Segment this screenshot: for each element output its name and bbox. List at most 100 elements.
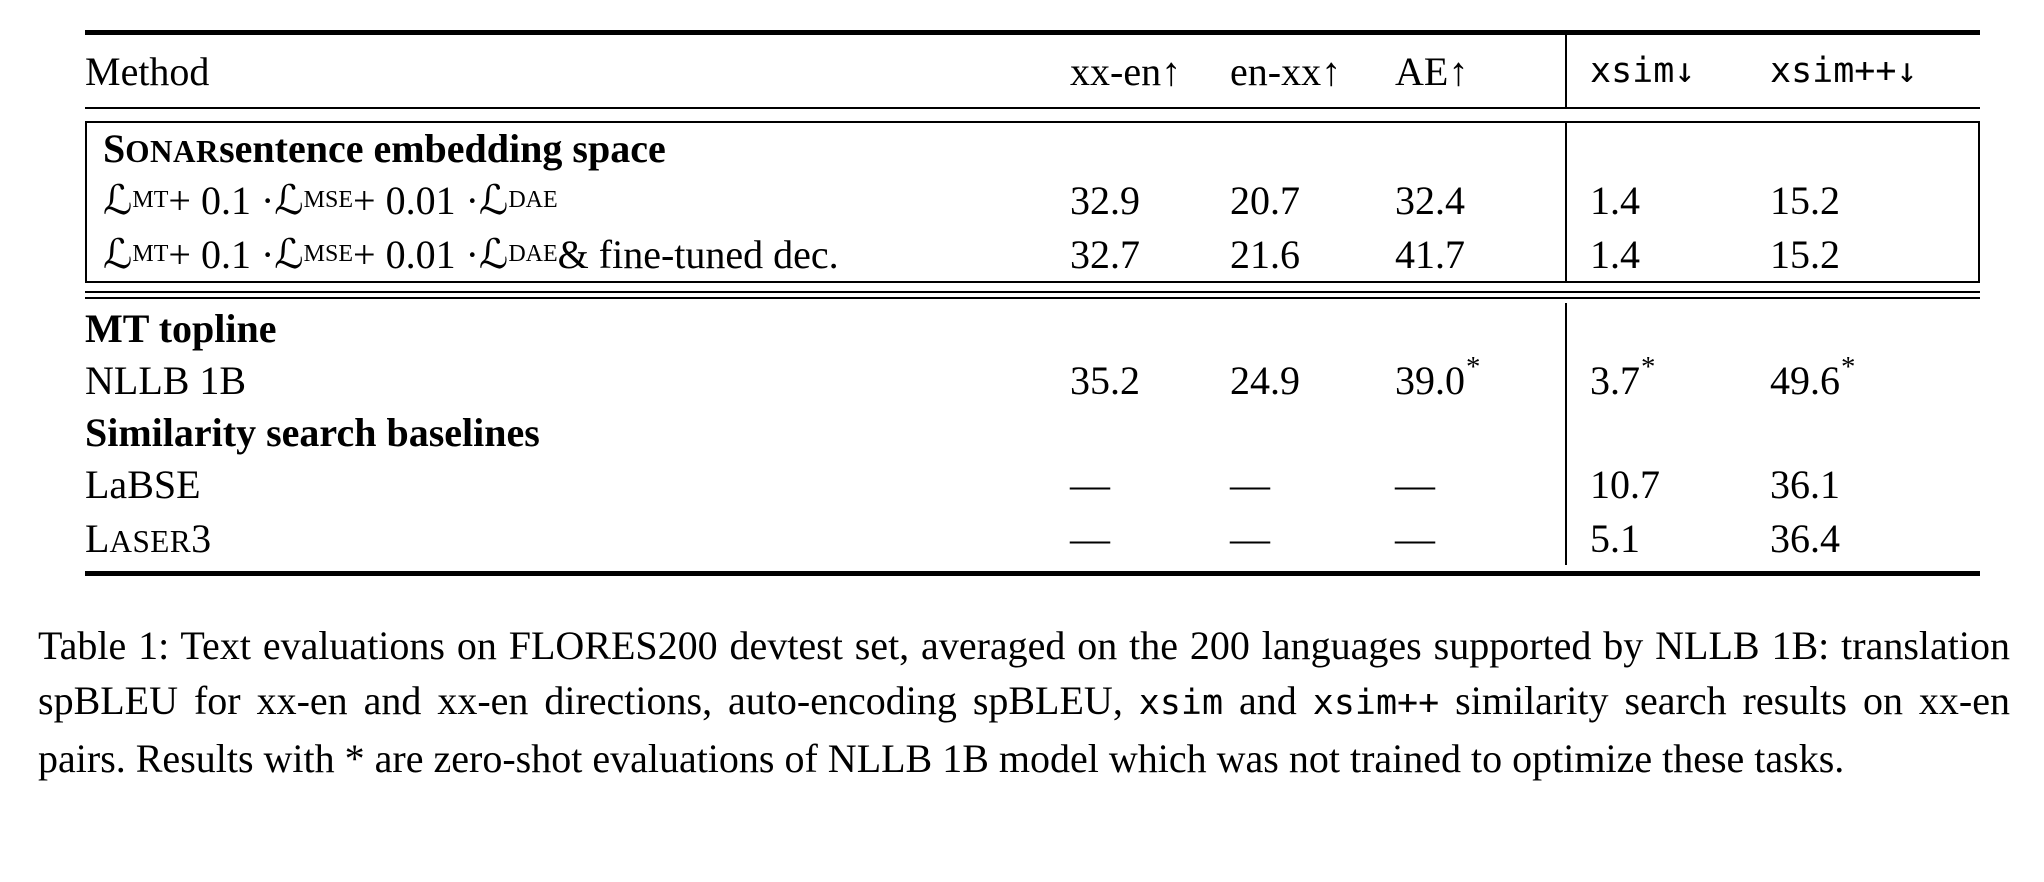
value-cell-xsim bbox=[1565, 407, 1770, 457]
value-number: 39.0 bbox=[1395, 357, 1465, 403]
value-cell-en-xx: 24.9 bbox=[1230, 357, 1300, 403]
method-cell: Similarity search baselines bbox=[85, 407, 1070, 457]
table-row: ℒ MT + 0.1 · ℒ MSE + 0.01 · ℒ DAE 32.9 20.7 32… bbox=[87, 173, 1978, 227]
smallcaps-text: SONAR bbox=[103, 125, 220, 171]
value-cell-ae: 41.7 bbox=[1395, 231, 1465, 277]
value-cell-xsim: 10.7 bbox=[1565, 457, 1770, 511]
value-cell-xsim: 1.4 bbox=[1565, 173, 1770, 227]
value-cell-xx-en: — bbox=[1070, 515, 1110, 561]
value-cell-xx-en: — bbox=[1070, 461, 1110, 507]
column-header-method: Method bbox=[85, 48, 210, 94]
script-l-symbol: ℒ bbox=[478, 230, 509, 278]
table-row: LASER 3 — — — 5.1 36.4 bbox=[85, 511, 1980, 565]
baselines-section: MT topline NLLB 1B 35.2 24.9 39.0 * 3.7 * 49.6 * S… bbox=[85, 303, 1980, 571]
script-l-symbol: ℒ bbox=[274, 230, 304, 278]
value-cell-xx-en: 32.9 bbox=[1070, 177, 1140, 223]
value-cell-xsim bbox=[1565, 303, 1770, 353]
text-segment: Similarity search baselines bbox=[85, 409, 540, 455]
table-row: ℒ MT + 0.1 · ℒ MSE + 0.01 · ℒ DAE & fine-tu… bbox=[87, 227, 1978, 281]
monospace-text: xsim++ bbox=[1312, 683, 1440, 723]
value-cell-xx-en: 35.2 bbox=[1070, 357, 1140, 403]
header-separator-rule bbox=[85, 107, 1980, 109]
value-cell-en-xx: 20.7 bbox=[1230, 177, 1300, 223]
column-header-xsim-pp: xsim++↓ bbox=[1770, 51, 1918, 91]
double-rule bbox=[85, 291, 1980, 299]
value-cell-ae: — bbox=[1395, 515, 1435, 561]
table-caption: Table 1: Text evaluations on FLORES200 d… bbox=[38, 618, 2010, 786]
value-cell-en-xx: — bbox=[1230, 515, 1270, 561]
value-cell-xsim: 1.4 bbox=[1565, 227, 1770, 281]
method-cell: MT topline bbox=[85, 303, 1070, 353]
subscript-text: MSE bbox=[303, 186, 354, 213]
text-segment: + 0.1 · bbox=[168, 177, 275, 223]
text-segment: & fine-tuned dec. bbox=[557, 231, 839, 277]
value-cell-en-xx bbox=[1230, 407, 1395, 457]
value-cell-xsim bbox=[1565, 123, 1770, 173]
value-cell-xsim-pp bbox=[1770, 303, 1980, 353]
column-header-xx-en: xx-en↑ bbox=[1070, 48, 1182, 94]
column-header-en-xx: en-xx↑ bbox=[1230, 48, 1342, 94]
text-segment: + 0.1 · bbox=[168, 231, 275, 277]
text-segment: Table 1: Text evaluations on FLORES200 d… bbox=[38, 623, 2010, 723]
subscript-text: MT bbox=[132, 186, 169, 213]
text-segment: LaBSE bbox=[85, 461, 201, 507]
smallcaps-text: LASER bbox=[85, 515, 192, 561]
method-cell: ℒ MT + 0.1 · ℒ MSE + 0.01 · ℒ DAE bbox=[103, 173, 1070, 227]
value-cell-en-xx bbox=[1230, 123, 1395, 173]
script-l-symbol: ℒ bbox=[274, 176, 304, 224]
results-table: Method xx-en↑ en-xx↑ AE↑ xsim↓ xsim++↓ SONAR … bbox=[85, 30, 1980, 576]
table-row: NLLB 1B 35.2 24.9 39.0 * 3.7 * 49.6 * bbox=[85, 350, 1980, 407]
text-segment: NLLB 1B bbox=[85, 357, 247, 403]
value-cell-ae bbox=[1395, 407, 1565, 457]
monospace-text: xsim bbox=[1138, 683, 1224, 723]
value-cell-ae bbox=[1395, 123, 1565, 173]
table-row: LaBSE — — — 10.7 36.1 bbox=[85, 457, 1980, 511]
value-cell-ae: 32.4 bbox=[1395, 177, 1465, 223]
value-cell-ae: — bbox=[1395, 461, 1435, 507]
method-cell: ℒ MT + 0.1 · ℒ MSE + 0.01 · ℒ DAE & fine-tu… bbox=[103, 227, 1070, 281]
value-cell-en-xx: — bbox=[1230, 461, 1270, 507]
zero-shot-asterisk: * bbox=[1641, 350, 1656, 383]
value-cell-xsim-pp: 15.2 bbox=[1770, 231, 1840, 277]
value-cell-xsim-pp: 36.4 bbox=[1770, 515, 1840, 561]
method-cell: SONAR sentence embedding space bbox=[103, 123, 1070, 173]
value-cell-ae: 39.0 * bbox=[1395, 350, 1565, 407]
script-l-symbol: ℒ bbox=[103, 230, 133, 278]
value-cell-xx-en bbox=[1070, 407, 1230, 457]
value-cell-en-xx: 21.6 bbox=[1230, 231, 1300, 277]
subscript-text: DAE bbox=[508, 186, 558, 213]
table-bottom-rule bbox=[85, 571, 1980, 576]
value-cell-xsim: 5.1 bbox=[1565, 511, 1770, 565]
table-top-rule bbox=[85, 30, 1980, 35]
section-title-row: SONAR sentence embedding space bbox=[87, 123, 1978, 173]
section-title-row: Similarity search baselines bbox=[85, 407, 1980, 457]
value-cell-en-xx bbox=[1230, 303, 1395, 353]
method-cell: NLLB 1B bbox=[85, 353, 1070, 407]
section-title-row: MT topline bbox=[85, 303, 1980, 353]
text-segment: sentence embedding space bbox=[219, 125, 666, 171]
value-number: 3.7 bbox=[1590, 357, 1640, 403]
value-cell-xsim: 3.7 * bbox=[1565, 350, 1770, 407]
text-segment: + 0.01 · bbox=[353, 231, 479, 277]
zero-shot-asterisk: * bbox=[1466, 350, 1481, 383]
value-cell-xsim-pp bbox=[1770, 407, 1980, 457]
value-cell-xx-en bbox=[1070, 123, 1230, 173]
value-number: 49.6 bbox=[1770, 357, 1840, 403]
value-cell-ae bbox=[1395, 303, 1565, 353]
text-segment: + 0.01 · bbox=[353, 177, 479, 223]
table-header-row: Method xx-en↑ en-xx↑ AE↑ xsim↓ xsim++↓ bbox=[85, 35, 1980, 107]
text-segment: 3 bbox=[191, 515, 212, 561]
value-cell-xsim-pp: 36.1 bbox=[1770, 461, 1840, 507]
method-cell: LaBSE bbox=[85, 457, 1070, 511]
subscript-text: MSE bbox=[303, 240, 354, 267]
column-header-xsim: xsim↓ bbox=[1565, 35, 1770, 107]
script-l-symbol: ℒ bbox=[478, 176, 509, 224]
value-cell-xsim-pp: 49.6 * bbox=[1770, 350, 1980, 407]
value-cell-xx-en bbox=[1070, 303, 1230, 353]
text-segment: and bbox=[1223, 678, 1313, 723]
subscript-text: MT bbox=[132, 240, 169, 267]
zero-shot-asterisk: * bbox=[1841, 350, 1856, 383]
text-segment: MT topline bbox=[85, 305, 277, 351]
value-cell-xsim-pp: 15.2 bbox=[1770, 177, 1840, 223]
column-header-ae: AE↑ bbox=[1395, 48, 1469, 94]
